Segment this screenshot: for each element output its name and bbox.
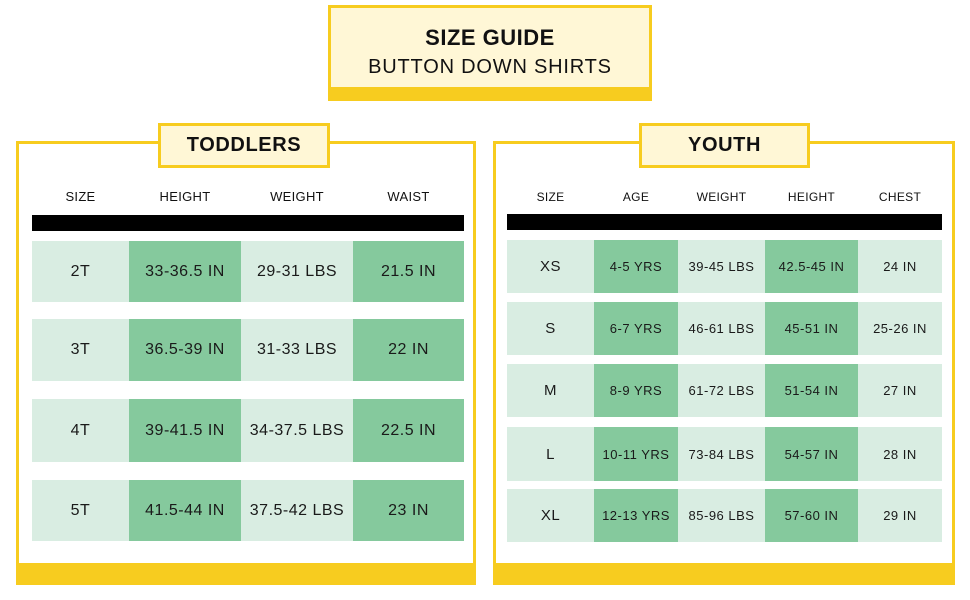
height-cell: 36.5-39 IN — [129, 319, 241, 381]
weight-cell: 37.5-42 LBS — [241, 480, 353, 541]
weight-cell: 61-72 LBS — [678, 364, 765, 417]
waist-cell: 22.5 IN — [353, 399, 464, 462]
toddlers-header-rule — [32, 215, 464, 231]
youth-bottom-bar — [493, 563, 955, 585]
chest-cell: 24 IN — [858, 240, 942, 293]
youth-header-age: AGE — [622, 190, 650, 204]
age-cell: 12-13 YRS — [594, 489, 678, 542]
table-row: 5T 41.5-44 IN 37.5-42 LBS 23 IN — [32, 480, 464, 541]
youth-header-row: SIZE AGE WEIGHT HEIGHT CHEST — [507, 186, 942, 208]
toddlers-panel: TODDLERS SIZE HEIGHT WEIGHT WAIST 2T 33-… — [16, 123, 476, 585]
title-underbar — [328, 87, 652, 101]
size-cell: 2T — [32, 241, 129, 302]
size-cell: S — [507, 302, 594, 355]
table-row: 3T 36.5-39 IN 31-33 LBS 22 IN — [32, 319, 464, 381]
waist-cell: 23 IN — [353, 480, 464, 541]
height-cell: 39-41.5 IN — [129, 399, 241, 462]
title-box: SIZE GUIDE BUTTON DOWN SHIRTS — [328, 5, 652, 101]
height-cell: 57-60 IN — [765, 489, 858, 542]
toddlers-header-row: SIZE HEIGHT WEIGHT WAIST — [32, 184, 464, 208]
youth-header-height: HEIGHT — [787, 190, 836, 204]
page-title: SIZE GUIDE — [425, 25, 555, 50]
size-cell: M — [507, 364, 594, 417]
size-cell: XS — [507, 240, 594, 293]
table-row: XS 4-5 YRS 39-45 LBS 42.5-45 IN 24 IN — [507, 240, 942, 293]
weight-cell: 39-45 LBS — [678, 240, 765, 293]
weight-cell: 31-33 LBS — [241, 319, 353, 381]
waist-cell: 21.5 IN — [353, 241, 464, 302]
chest-cell: 28 IN — [858, 427, 942, 481]
size-cell: 4T — [32, 399, 129, 462]
table-row: 2T 33-36.5 IN 29-31 LBS 21.5 IN — [32, 241, 464, 302]
size-cell: XL — [507, 489, 594, 542]
chest-cell: 25-26 IN — [858, 302, 942, 355]
chest-cell: 29 IN — [858, 489, 942, 542]
toddlers-label: TODDLERS — [158, 123, 330, 168]
weight-cell: 29-31 LBS — [241, 241, 353, 302]
toddlers-header-size: SIZE — [65, 188, 96, 204]
page-subtitle: BUTTON DOWN SHIRTS — [368, 56, 612, 78]
weight-cell: 85-96 LBS — [678, 489, 765, 542]
height-cell: 33-36.5 IN — [129, 241, 241, 302]
toddlers-header-waist: WAIST — [387, 188, 430, 204]
size-cell: L — [507, 427, 594, 481]
weight-cell: 73-84 LBS — [678, 427, 765, 481]
toddlers-header-height: HEIGHT — [159, 188, 211, 204]
height-cell: 42.5-45 IN — [765, 240, 858, 293]
weight-cell: 46-61 LBS — [678, 302, 765, 355]
age-cell: 10-11 YRS — [594, 427, 678, 481]
youth-panel: YOUTH SIZE AGE WEIGHT HEIGHT CHEST XS 4-… — [493, 123, 955, 585]
youth-header-size: SIZE — [536, 190, 565, 204]
toddlers-bottom-bar — [16, 563, 476, 585]
size-cell: 3T — [32, 319, 129, 381]
table-row: M 8-9 YRS 61-72 LBS 51-54 IN 27 IN — [507, 364, 942, 417]
age-cell: 4-5 YRS — [594, 240, 678, 293]
youth-header-chest: CHEST — [878, 190, 922, 204]
height-cell: 51-54 IN — [765, 364, 858, 417]
table-row: S 6-7 YRS 46-61 LBS 45-51 IN 25-26 IN — [507, 302, 942, 355]
youth-header-weight: WEIGHT — [696, 190, 747, 204]
youth-header-rule — [507, 214, 942, 230]
age-cell: 6-7 YRS — [594, 302, 678, 355]
table-row: L 10-11 YRS 73-84 LBS 54-57 IN 28 IN — [507, 427, 942, 481]
waist-cell: 22 IN — [353, 319, 464, 381]
weight-cell: 34-37.5 LBS — [241, 399, 353, 462]
height-cell: 54-57 IN — [765, 427, 858, 481]
size-cell: 5T — [32, 480, 129, 541]
table-row: 4T 39-41.5 IN 34-37.5 LBS 22.5 IN — [32, 399, 464, 462]
toddlers-header-weight: WEIGHT — [270, 188, 324, 204]
height-cell: 41.5-44 IN — [129, 480, 241, 541]
age-cell: 8-9 YRS — [594, 364, 678, 417]
height-cell: 45-51 IN — [765, 302, 858, 355]
table-row: XL 12-13 YRS 85-96 LBS 57-60 IN 29 IN — [507, 489, 942, 542]
chest-cell: 27 IN — [858, 364, 942, 417]
youth-label: YOUTH — [639, 123, 810, 168]
